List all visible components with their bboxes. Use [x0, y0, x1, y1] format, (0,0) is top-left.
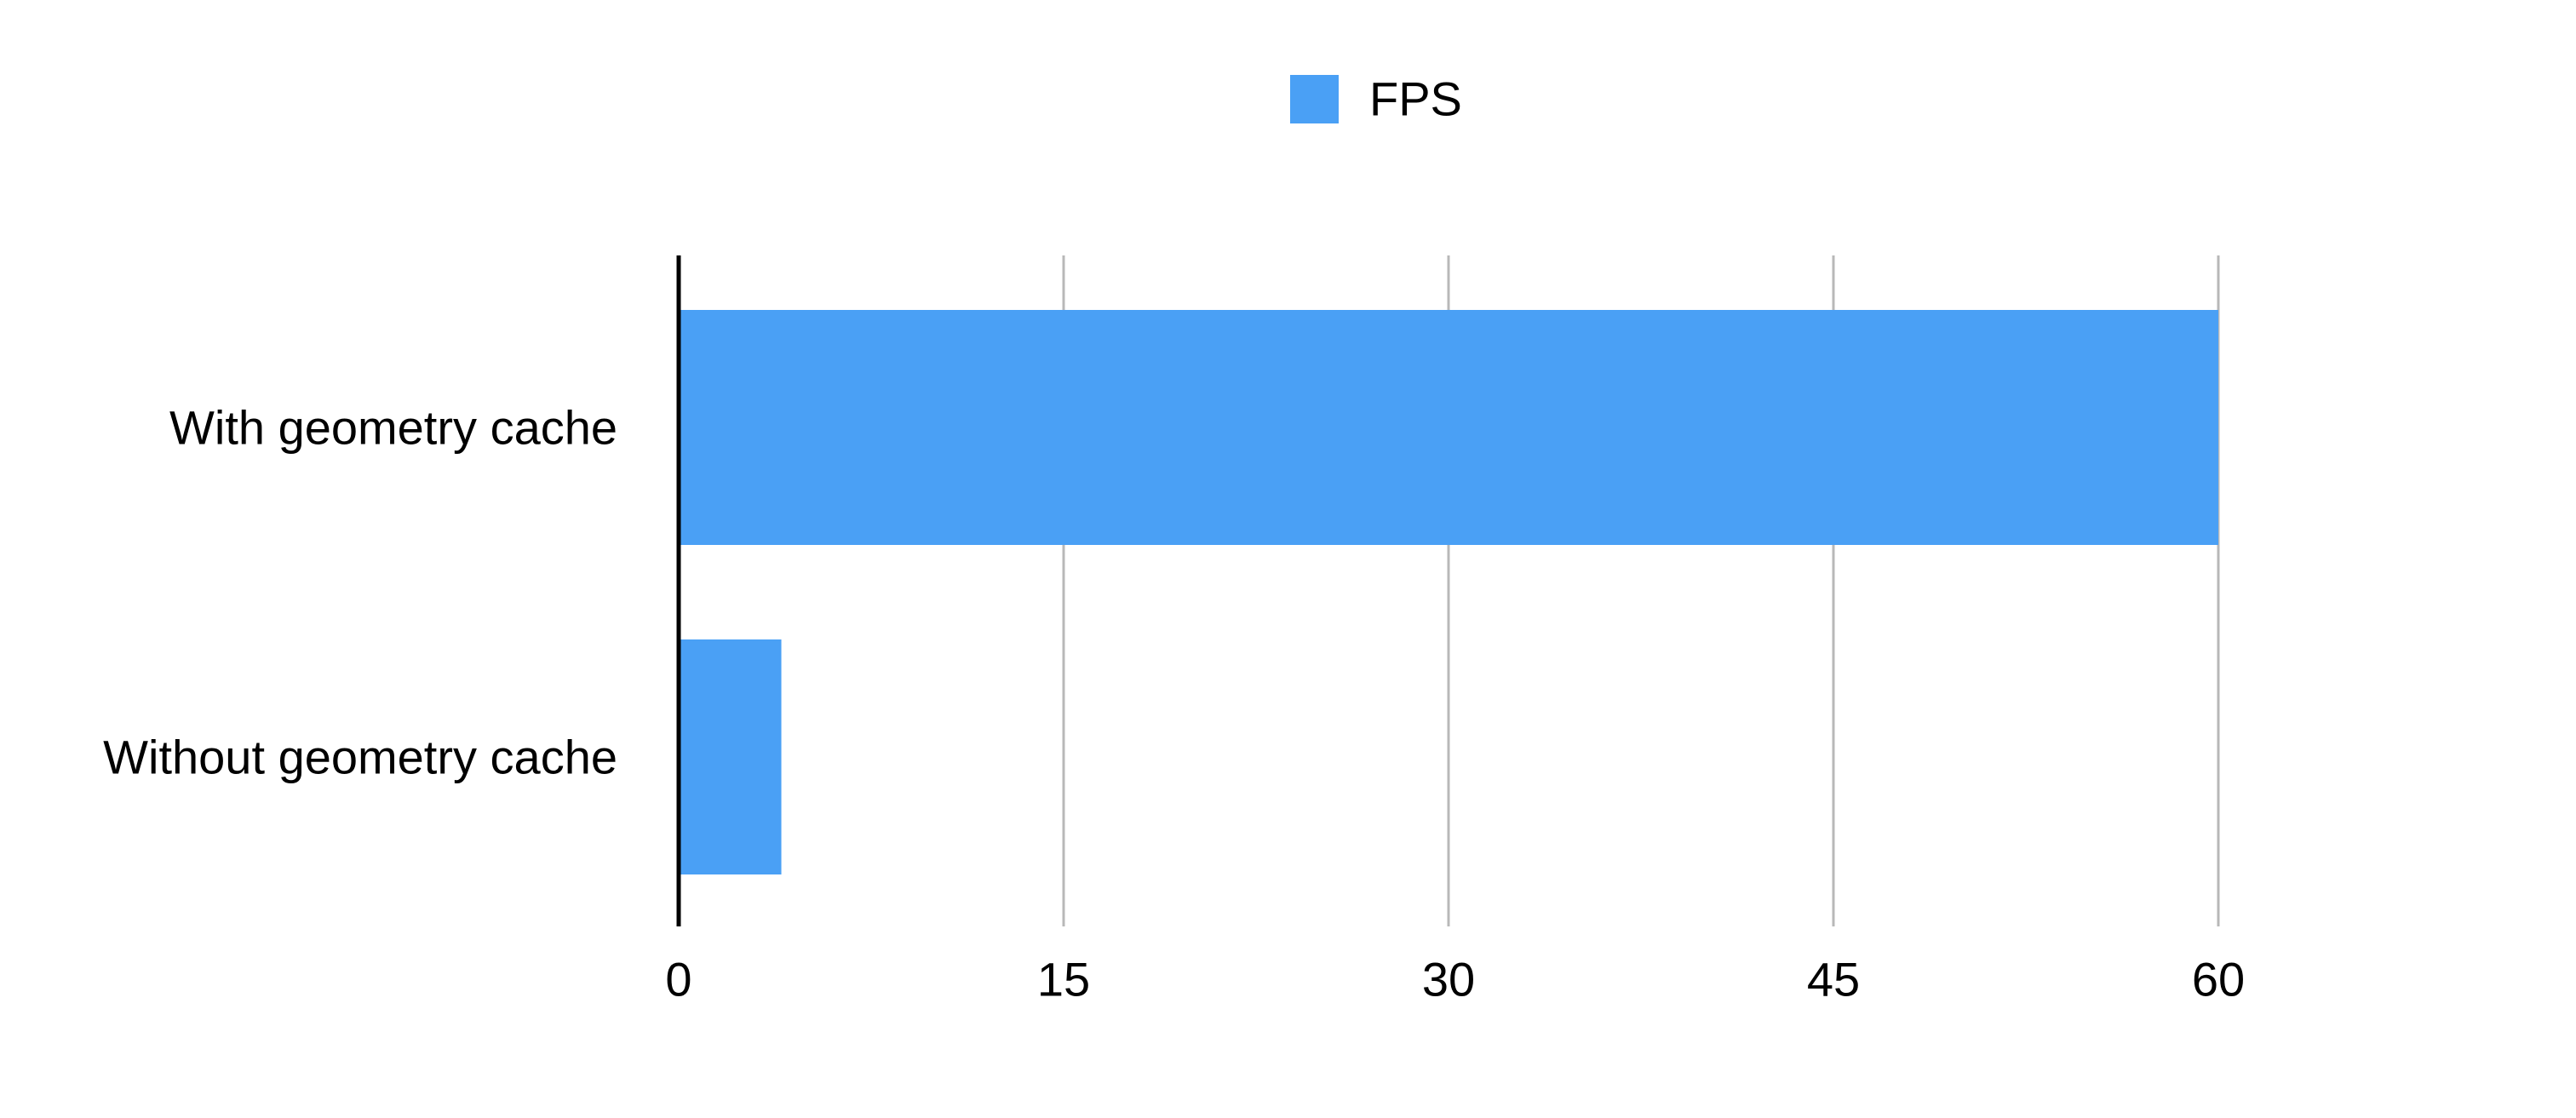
legend-label-fps: FPS	[1369, 72, 1462, 126]
legend: FPS	[1290, 72, 1462, 126]
bars	[679, 310, 2218, 874]
x-tick-labels: 0 15 30 45 60	[665, 953, 2245, 1006]
bar-without-geometry-cache	[679, 639, 782, 874]
x-tick-label-30: 30	[1422, 953, 1475, 1006]
legend-swatch-fps	[1290, 75, 1339, 123]
category-label-with-geometry-cache: With geometry cache	[169, 401, 617, 455]
x-tick-label-60: 60	[2192, 953, 2245, 1006]
x-tick-label-45: 45	[1807, 953, 1860, 1006]
bar-with-geometry-cache	[679, 310, 2218, 545]
x-tick-label-0: 0	[665, 953, 691, 1006]
x-tick-label-15: 15	[1037, 953, 1090, 1006]
category-labels: With geometry cache Without geometry cach…	[103, 401, 617, 784]
category-label-without-geometry-cache: Without geometry cache	[103, 731, 617, 784]
